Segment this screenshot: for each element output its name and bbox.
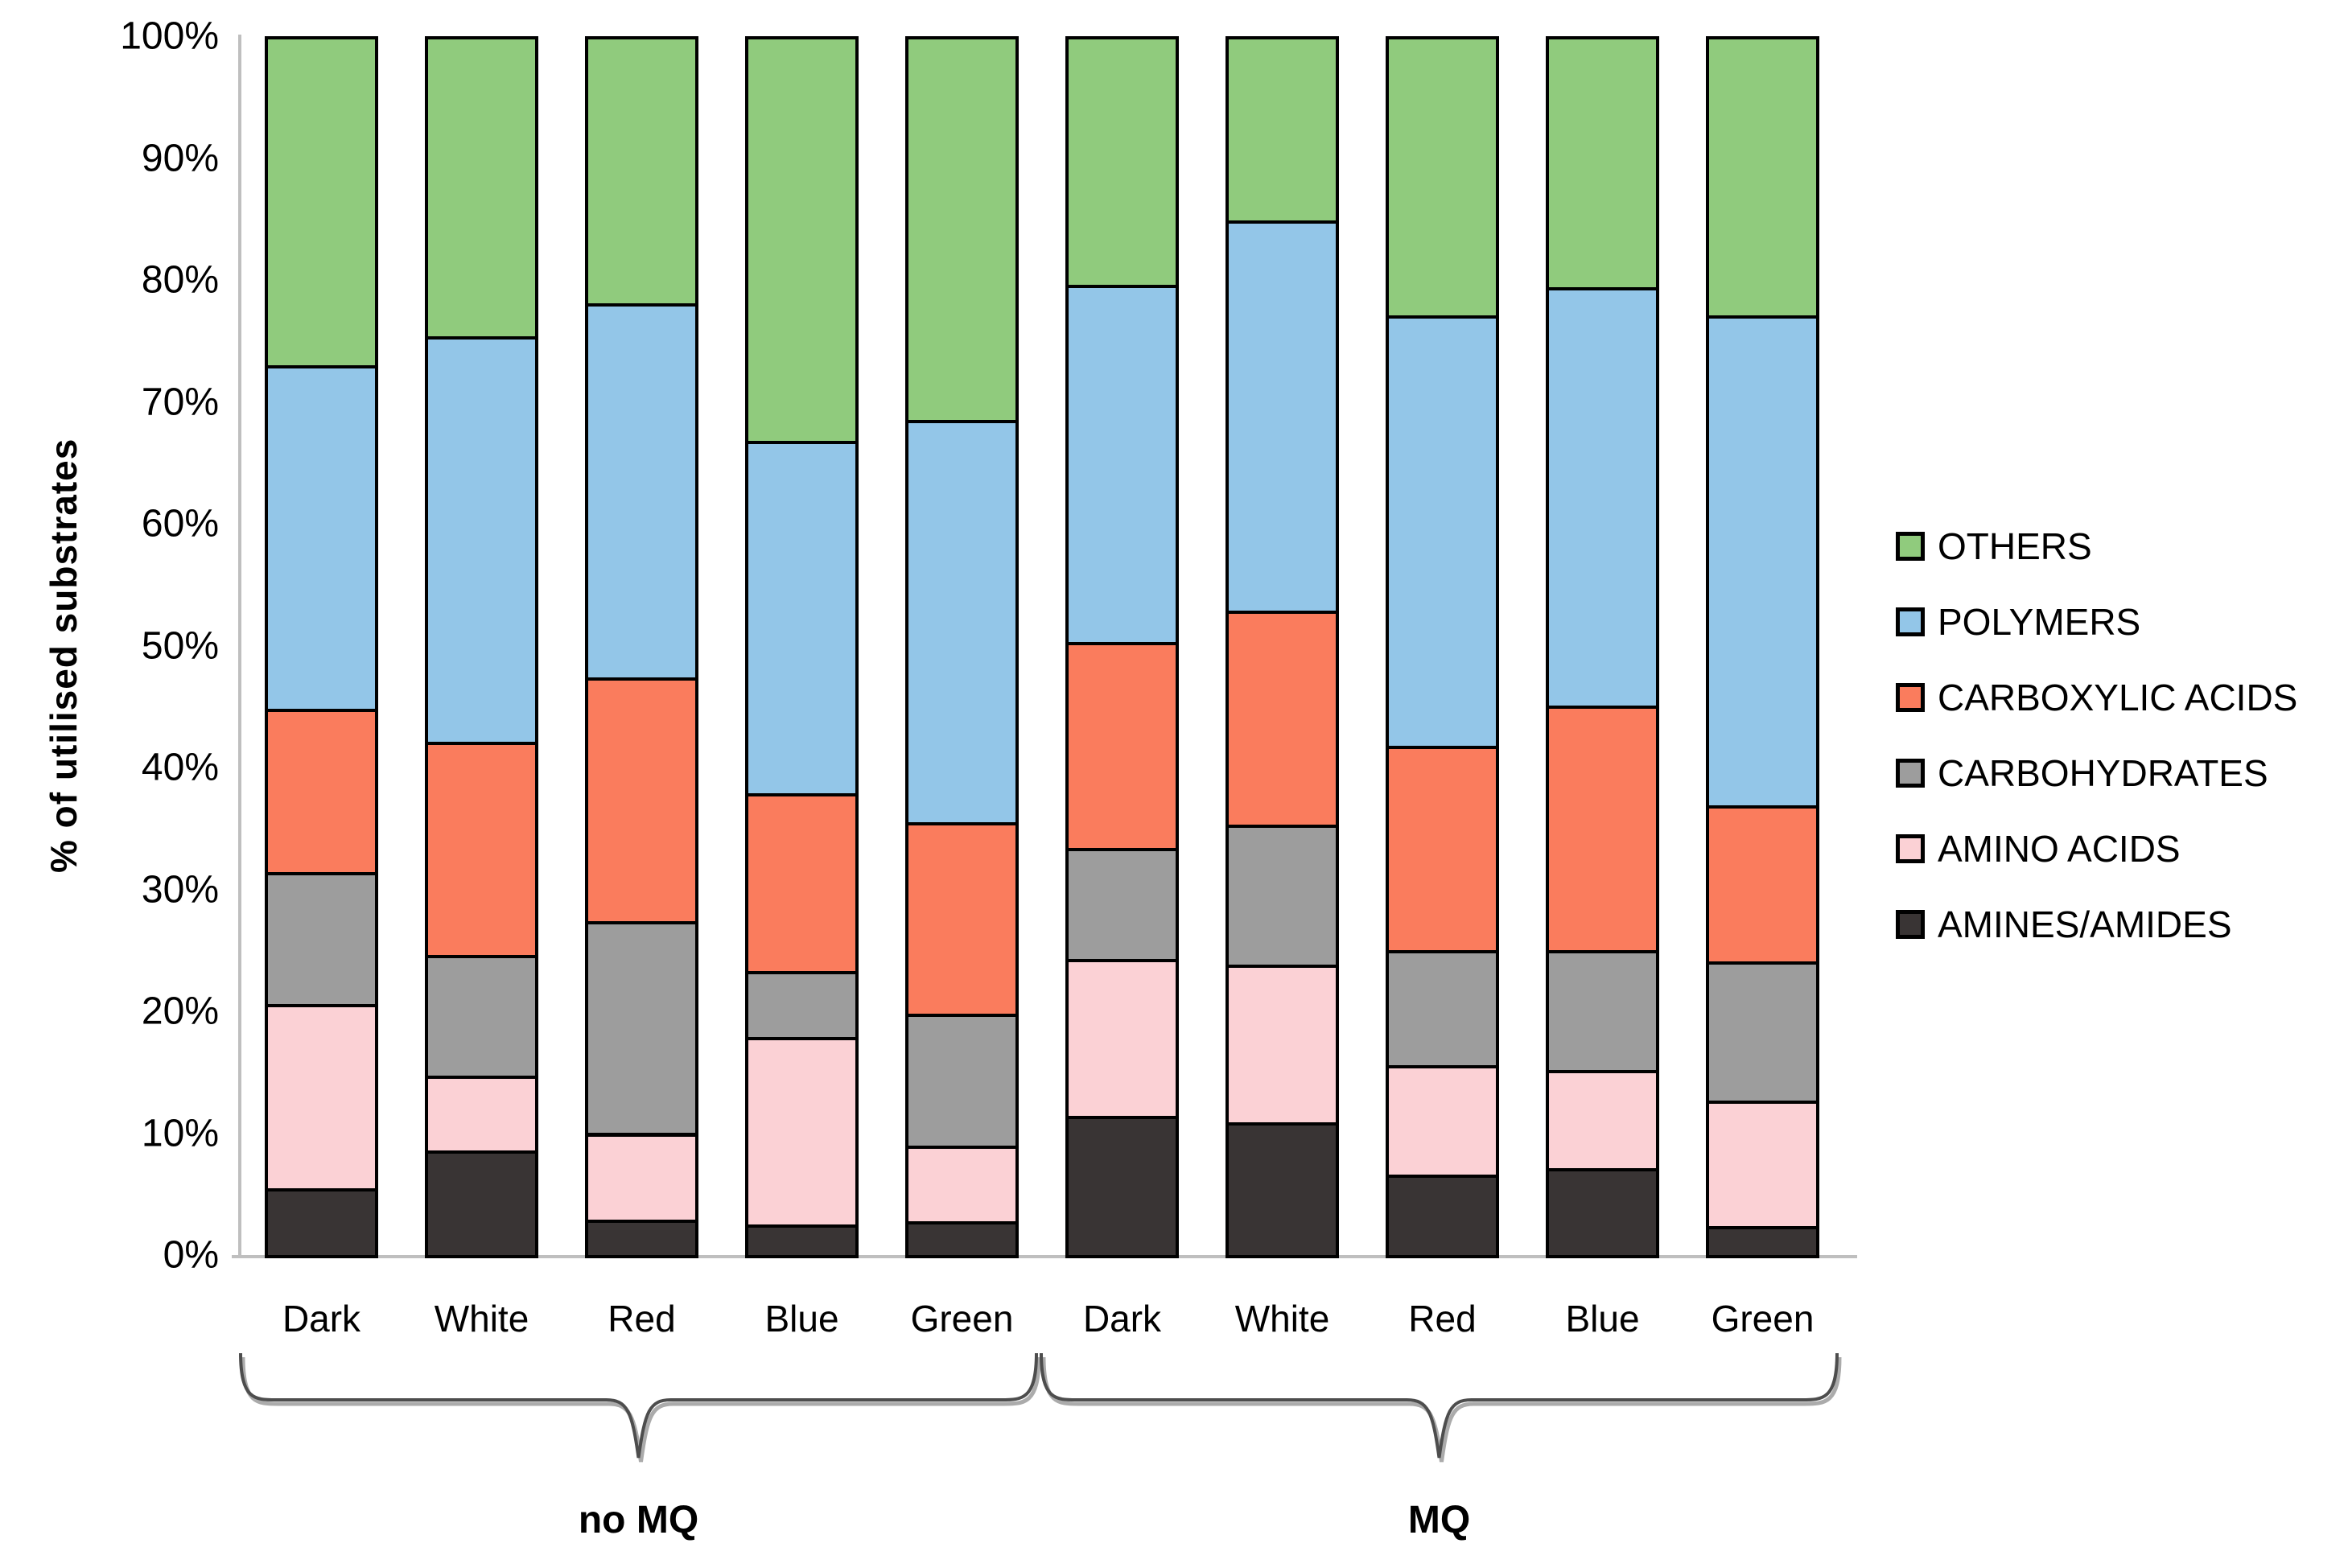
bar-segment-carboxylic-acids-7 — [1386, 745, 1499, 954]
bar-segment-others-2 — [585, 36, 698, 307]
legend-swatch-icon — [1896, 683, 1925, 712]
bar-segment-amines-amides-5 — [1065, 1116, 1179, 1258]
legend-item-carboxylic-acids: CARBOXYLIC ACIDS — [1896, 676, 2297, 719]
x-category-label: Red — [1408, 1298, 1477, 1340]
legend-label: OTHERS — [1938, 525, 2092, 567]
y-tick-label: 70% — [141, 381, 219, 423]
bar-segment-amino-acids-2 — [585, 1133, 698, 1224]
bar-segment-carbohydrates-2 — [585, 920, 698, 1137]
legend-item-carbohydrates: CARBOHYDRATES — [1896, 751, 2268, 795]
x-category-label: Dark — [282, 1298, 361, 1340]
y-tick-label: 100% — [120, 14, 219, 58]
group-brace — [1040, 1352, 1839, 1459]
bar-segment-carboxylic-acids-1 — [425, 742, 538, 959]
bar-segment-polymers-5 — [1065, 285, 1179, 645]
bar-segment-polymers-2 — [585, 302, 698, 681]
bar-segment-amino-acids-9 — [1706, 1100, 1819, 1229]
bar-segment-carboxylic-acids-6 — [1225, 610, 1339, 829]
legend-label: POLYMERS — [1938, 601, 2141, 643]
bar-segment-carboxylic-acids-4 — [905, 822, 1019, 1018]
bar-segment-carboxylic-acids-0 — [265, 709, 378, 876]
bar-segment-amino-acids-5 — [1065, 958, 1179, 1120]
bar-segment-carboxylic-acids-5 — [1065, 641, 1179, 851]
legend-item-others: OTHERS — [1896, 525, 2092, 568]
y-tick-label: 90% — [141, 137, 219, 179]
legend-label: CARBOHYDRATES — [1938, 752, 2268, 794]
x-category-label: White — [1234, 1298, 1330, 1340]
bar-segment-others-5 — [1065, 36, 1179, 289]
bar-segment-others-7 — [1386, 36, 1499, 319]
bar-segment-carbohydrates-8 — [1546, 950, 1659, 1073]
group-brace — [1041, 1356, 1842, 1463]
legend-label: AMINES/AMIDES — [1938, 903, 2232, 945]
legend-swatch-icon — [1896, 910, 1925, 939]
legend-swatch-icon — [1896, 834, 1925, 863]
bar-segment-amino-acids-8 — [1546, 1069, 1659, 1172]
bar-segment-polymers-8 — [1546, 287, 1659, 709]
bar-segment-polymers-3 — [745, 440, 859, 796]
bar-segment-carboxylic-acids-3 — [745, 792, 859, 974]
legend-label: CARBOXYLIC ACIDS — [1938, 677, 2298, 718]
y-tick-label: 10% — [141, 1112, 219, 1154]
bar-segment-amines-amides-0 — [265, 1187, 378, 1258]
x-axis-line — [232, 1255, 1857, 1258]
bar-segment-carboxylic-acids-2 — [585, 677, 698, 924]
bar-segment-polymers-4 — [905, 420, 1019, 826]
bar-segment-polymers-0 — [265, 365, 378, 713]
legend-label: AMINO ACIDS — [1938, 828, 2181, 870]
x-category-label: Blue — [1565, 1298, 1640, 1340]
bar-segment-others-9 — [1706, 36, 1819, 319]
bar-segment-amines-amides-7 — [1386, 1175, 1499, 1258]
bar-segment-polymers-6 — [1225, 220, 1339, 614]
bar-segment-carbohydrates-9 — [1706, 961, 1819, 1104]
y-tick-label: 30% — [141, 868, 219, 911]
bar-segment-others-0 — [265, 36, 378, 369]
bar-segment-amines-amides-3 — [745, 1224, 859, 1258]
bar-segment-amines-amides-6 — [1225, 1121, 1339, 1258]
bar-segment-others-3 — [745, 36, 859, 444]
legend-item-polymers: POLYMERS — [1896, 600, 2140, 644]
y-tick-label: 80% — [141, 258, 219, 302]
legend-item-amino-acids: AMINO ACIDS — [1896, 827, 2181, 870]
bar-segment-others-6 — [1225, 36, 1339, 224]
bar-segment-carbohydrates-7 — [1386, 950, 1499, 1068]
bar-segment-amino-acids-6 — [1225, 965, 1339, 1126]
bar-segment-amines-amides-8 — [1546, 1168, 1659, 1258]
bar-segment-carbohydrates-1 — [425, 955, 538, 1080]
bar-segment-carbohydrates-6 — [1225, 825, 1339, 969]
bar-segment-carboxylic-acids-8 — [1546, 705, 1659, 954]
y-tick-label: 50% — [141, 624, 219, 667]
bar-segment-others-8 — [1546, 36, 1659, 291]
legend-swatch-icon — [1896, 532, 1925, 561]
bar-segment-polymers-7 — [1386, 315, 1499, 749]
bar-segment-amino-acids-1 — [425, 1076, 538, 1154]
group-label: no MQ — [578, 1499, 699, 1541]
x-category-label: Green — [1711, 1298, 1815, 1340]
x-category-label: Dark — [1082, 1298, 1162, 1340]
legend-item-amines-amides: AMINES/AMIDES — [1896, 903, 2232, 946]
bar-segment-others-4 — [905, 36, 1019, 424]
x-category-label: Blue — [764, 1298, 839, 1340]
bar-segment-carboxylic-acids-9 — [1706, 805, 1819, 965]
group-label: MQ — [1407, 1499, 1471, 1541]
y-tick-label: 0% — [163, 1233, 219, 1277]
x-category-label: Green — [910, 1298, 1014, 1340]
y-tick-label: 40% — [141, 746, 219, 789]
x-category-label: White — [434, 1298, 529, 1340]
y-tick-label: 20% — [141, 990, 219, 1033]
y-tick-label: 60% — [141, 502, 219, 545]
group-brace — [239, 1352, 1038, 1459]
bar-segment-polymers-9 — [1706, 315, 1819, 809]
legend-swatch-icon — [1896, 607, 1925, 636]
bar-segment-carbohydrates-0 — [265, 872, 378, 1007]
x-category-label: Red — [608, 1298, 676, 1340]
bar-segment-amines-amides-1 — [425, 1150, 538, 1258]
group-brace — [241, 1356, 1041, 1463]
legend-swatch-icon — [1896, 759, 1925, 788]
bar-segment-polymers-1 — [425, 335, 538, 746]
y-axis-line — [238, 35, 241, 1257]
bar-segment-others-1 — [425, 36, 538, 340]
